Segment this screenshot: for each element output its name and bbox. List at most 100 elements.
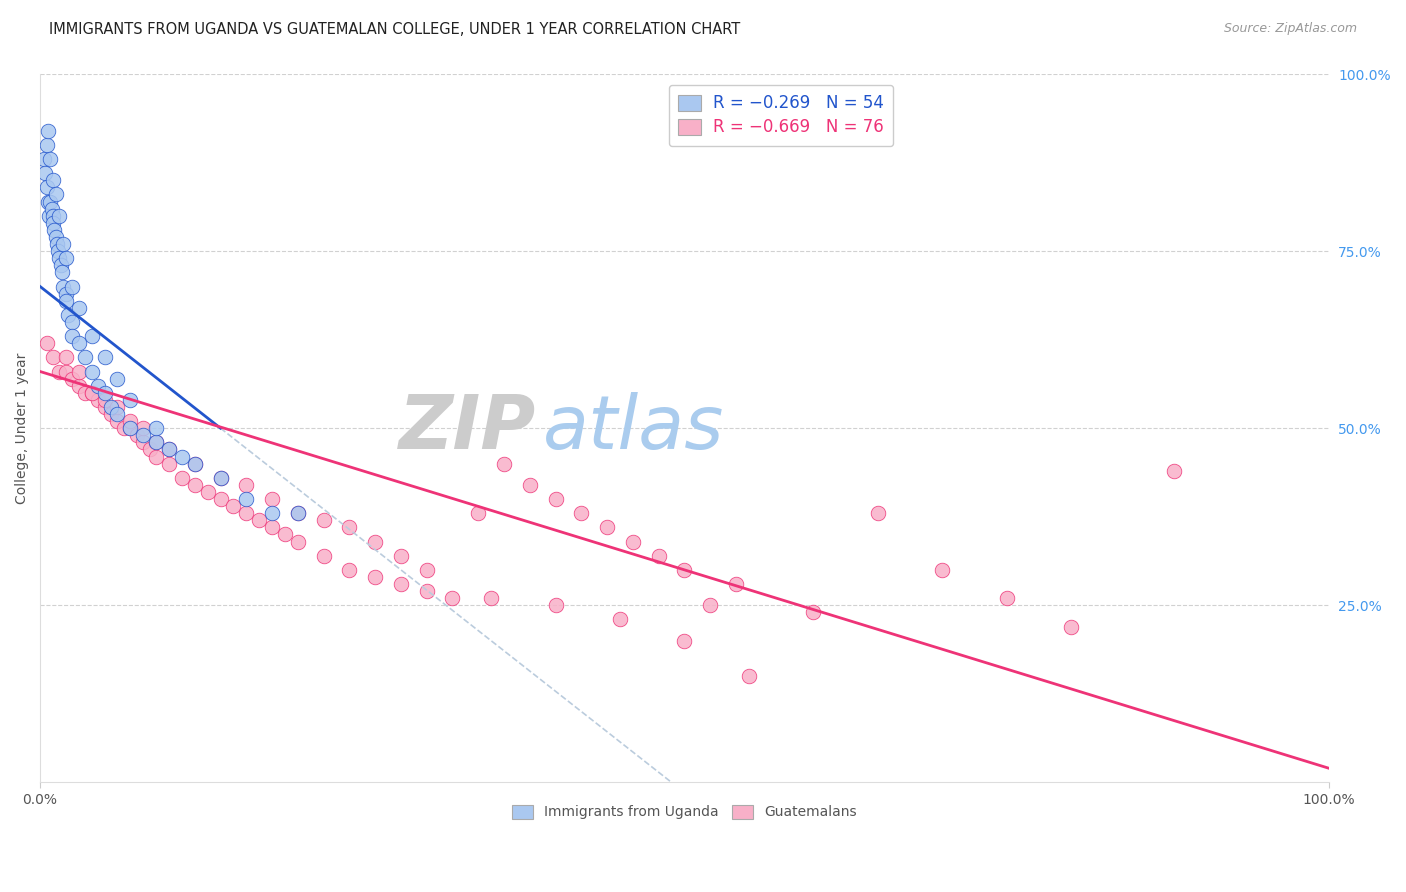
Point — [209, 471, 232, 485]
Point — [38, 209, 60, 223]
Point — [441, 591, 464, 606]
Point — [51, 265, 73, 279]
Point — [120, 414, 142, 428]
Point — [107, 371, 129, 385]
Point — [931, 563, 953, 577]
Point — [120, 421, 142, 435]
Point — [45, 230, 67, 244]
Point — [170, 450, 193, 464]
Point — [112, 421, 135, 435]
Point — [52, 279, 75, 293]
Point — [80, 364, 103, 378]
Point — [492, 457, 515, 471]
Point — [145, 450, 167, 464]
Point — [42, 216, 65, 230]
Point — [287, 506, 309, 520]
Point — [312, 513, 335, 527]
Point — [235, 491, 257, 506]
Point — [93, 400, 115, 414]
Point — [673, 633, 696, 648]
Legend: Immigrants from Uganda, Guatemalans: Immigrants from Uganda, Guatemalans — [506, 799, 862, 825]
Point — [544, 491, 567, 506]
Point — [184, 457, 207, 471]
Point — [260, 506, 283, 520]
Point — [120, 392, 142, 407]
Point — [170, 471, 193, 485]
Point — [42, 209, 65, 223]
Point — [1163, 464, 1185, 478]
Point — [519, 478, 541, 492]
Point — [157, 457, 180, 471]
Point — [197, 484, 219, 499]
Point — [52, 237, 75, 252]
Point — [41, 202, 63, 216]
Point — [46, 244, 69, 259]
Point — [55, 286, 77, 301]
Point — [389, 577, 412, 591]
Point — [247, 513, 270, 527]
Point — [100, 407, 122, 421]
Point — [107, 400, 129, 414]
Point — [35, 336, 58, 351]
Point — [287, 534, 309, 549]
Point — [621, 534, 644, 549]
Point — [55, 351, 77, 365]
Point — [415, 584, 437, 599]
Point — [37, 194, 59, 209]
Point — [184, 457, 207, 471]
Point — [479, 591, 502, 606]
Point — [42, 173, 65, 187]
Point — [37, 124, 59, 138]
Point — [107, 414, 129, 428]
Point — [125, 428, 148, 442]
Point — [55, 293, 77, 308]
Point — [39, 194, 62, 209]
Point — [647, 549, 669, 563]
Text: IMMIGRANTS FROM UGANDA VS GUATEMALAN COLLEGE, UNDER 1 YEAR CORRELATION CHART: IMMIGRANTS FROM UGANDA VS GUATEMALAN COL… — [49, 22, 741, 37]
Point — [93, 351, 115, 365]
Point — [337, 520, 360, 534]
Text: Source: ZipAtlas.com: Source: ZipAtlas.com — [1223, 22, 1357, 36]
Point — [260, 491, 283, 506]
Point — [724, 577, 747, 591]
Point — [67, 378, 90, 392]
Point — [35, 180, 58, 194]
Point — [544, 599, 567, 613]
Point — [235, 478, 257, 492]
Point — [235, 506, 257, 520]
Point — [93, 385, 115, 400]
Point — [260, 520, 283, 534]
Point — [995, 591, 1018, 606]
Point — [87, 392, 110, 407]
Point — [145, 435, 167, 450]
Point — [48, 251, 70, 265]
Point — [312, 549, 335, 563]
Point — [673, 563, 696, 577]
Point — [32, 152, 55, 166]
Point — [75, 385, 97, 400]
Point — [145, 435, 167, 450]
Point — [364, 570, 387, 584]
Point — [274, 527, 297, 541]
Point — [80, 385, 103, 400]
Point — [42, 351, 65, 365]
Point — [55, 251, 77, 265]
Text: ZIP: ZIP — [399, 392, 536, 465]
Point — [120, 421, 142, 435]
Point — [157, 442, 180, 457]
Point — [87, 378, 110, 392]
Point — [45, 187, 67, 202]
Point — [60, 371, 83, 385]
Point — [699, 599, 721, 613]
Point — [596, 520, 619, 534]
Point — [1060, 619, 1083, 633]
Point — [75, 351, 97, 365]
Point — [49, 258, 72, 272]
Point — [609, 612, 631, 626]
Point — [100, 400, 122, 414]
Point — [389, 549, 412, 563]
Point — [132, 435, 155, 450]
Point — [866, 506, 889, 520]
Point — [138, 442, 160, 457]
Point — [209, 491, 232, 506]
